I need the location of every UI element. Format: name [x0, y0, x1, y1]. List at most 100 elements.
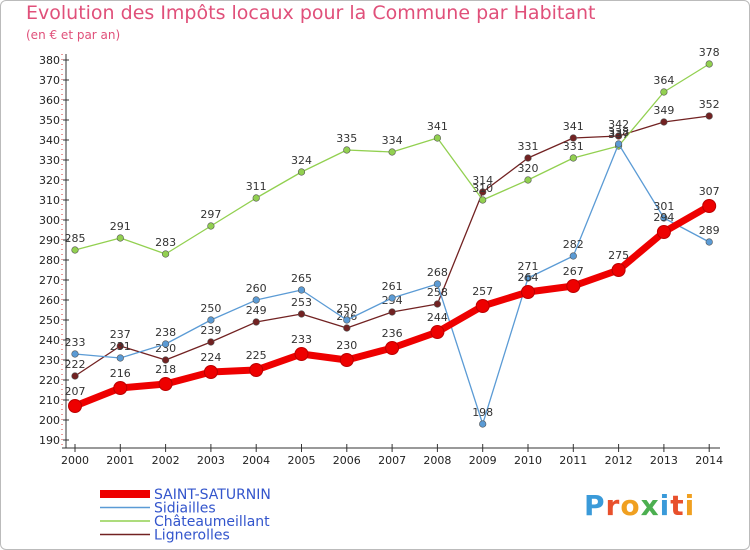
data-point [475, 299, 490, 313]
data-point [385, 341, 400, 355]
x-tick-label: 2011 [559, 454, 587, 467]
x-tick-label: 2001 [106, 454, 134, 467]
data-label: 267 [563, 265, 584, 278]
data-label: 198 [472, 406, 493, 419]
data-label: 334 [382, 134, 403, 147]
legend: SAINT-SATURNINSidiaillesChâteaumeillantL… [100, 487, 271, 544]
proxiti-logo: Proxiti [584, 489, 695, 522]
data-point [116, 342, 124, 350]
data-label: 222 [65, 358, 86, 371]
x-tick-label: 2005 [288, 454, 316, 467]
data-point [524, 154, 532, 162]
data-point [479, 188, 487, 196]
data-label: 301 [653, 200, 674, 213]
data-point [660, 118, 668, 126]
y-tick-label: 190 [39, 434, 60, 447]
y-tick-label: 260 [39, 294, 60, 307]
data-label: 249 [246, 304, 267, 317]
legend-label: Sidiailles [154, 501, 216, 517]
data-point [158, 377, 173, 391]
data-label: 268 [427, 266, 448, 279]
data-label: 320 [518, 162, 539, 175]
data-point [249, 363, 264, 377]
data-point [388, 294, 396, 302]
logo-letter: P [584, 489, 606, 522]
data-point [566, 279, 581, 293]
series-saint-saturnin: 207 216 218 224 225 233 230 236 244 257 264 267 275 2… [65, 185, 720, 413]
data-point [433, 280, 442, 288]
x-tick-label: 2008 [423, 454, 451, 467]
data-label: 258 [427, 286, 448, 299]
x-tick-label: 2009 [469, 454, 497, 467]
data-label: 331 [518, 140, 539, 153]
logo-letter: i [659, 489, 671, 522]
data-label: 233 [291, 333, 312, 346]
data-label: 341 [563, 120, 584, 133]
data-label: 331 [563, 140, 584, 153]
legend-label: SAINT-SATURNIN [154, 487, 271, 503]
y-tick-label: 370 [39, 74, 60, 87]
data-point [252, 296, 260, 304]
x-tick-label: 2006 [333, 454, 361, 467]
data-label: 297 [200, 208, 221, 221]
data-point [656, 225, 671, 239]
data-label: 237 [110, 328, 131, 341]
data-label: 233 [65, 336, 86, 349]
data-point [614, 132, 623, 140]
x-tick-label: 2007 [378, 454, 406, 467]
data-point [524, 176, 532, 184]
data-point [203, 365, 218, 379]
data-point [479, 420, 487, 428]
series-layer: 2222372302392492532462542583143313413423… [65, 46, 720, 428]
data-point [569, 134, 577, 142]
data-label: 349 [653, 104, 674, 117]
x-tick-label: 2012 [605, 454, 633, 467]
data-point [569, 252, 577, 260]
data-label: 238 [155, 326, 176, 339]
chart-title: Evolution des Impôts locaux pour la Comm… [26, 2, 596, 24]
x-tick-label: 2010 [514, 454, 542, 467]
logo-letter: i [684, 489, 696, 522]
data-point [116, 234, 124, 242]
x-tick-label: 2013 [650, 454, 678, 467]
data-label: 314 [472, 174, 493, 187]
data-label: 244 [427, 311, 448, 324]
data-point [524, 274, 532, 282]
data-point [252, 194, 260, 202]
data-point [343, 316, 351, 324]
data-label: 231 [110, 340, 131, 353]
data-point [252, 318, 260, 326]
y-tick-label: 380 [39, 54, 60, 67]
legend-label: Châteaumeillant [154, 514, 270, 530]
data-point [521, 285, 535, 299]
x-tick-label: 2003 [197, 454, 225, 467]
y-tick-label: 250 [39, 314, 60, 327]
data-label: 218 [155, 363, 176, 376]
y-tick-label: 320 [39, 174, 60, 187]
data-point [343, 146, 351, 154]
data-point [207, 316, 215, 324]
data-point [569, 154, 577, 162]
y-tick-label: 280 [39, 254, 60, 267]
chart-subtitle: (en € et par an) [26, 28, 121, 42]
data-point [71, 350, 79, 358]
data-point [702, 199, 717, 213]
y-tick-label: 240 [39, 334, 60, 347]
data-label: 264 [518, 271, 539, 284]
data-label: 338 [608, 126, 629, 139]
data-label: 236 [382, 327, 403, 340]
data-label: 207 [65, 385, 86, 398]
data-point [611, 263, 626, 277]
data-label: 294 [653, 211, 674, 224]
logo-letter: x [640, 489, 660, 522]
logo-letter: t [670, 489, 685, 522]
y-tick-label: 210 [39, 394, 60, 407]
data-label: 337 [608, 128, 629, 141]
y-tick-label: 310 [39, 194, 60, 207]
data-point [433, 134, 442, 142]
data-label: 253 [291, 296, 312, 309]
data-label: 291 [110, 220, 131, 233]
data-label: 311 [246, 180, 267, 193]
data-label: 364 [653, 74, 674, 87]
